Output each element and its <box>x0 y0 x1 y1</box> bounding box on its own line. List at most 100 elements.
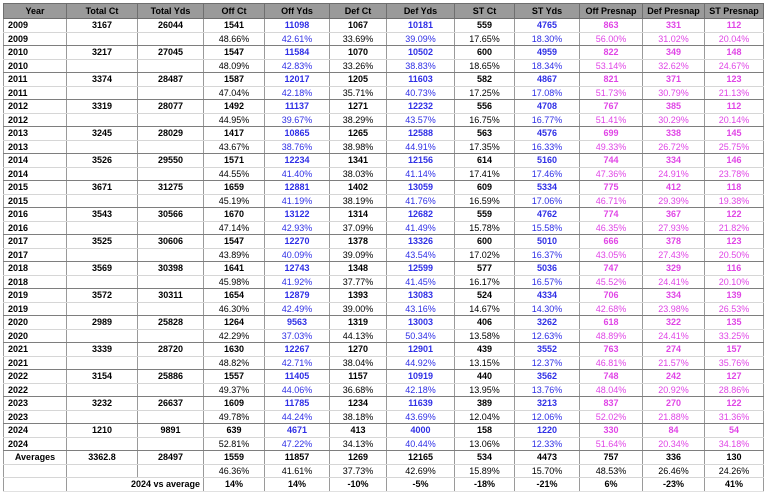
empty-cell[interactable] <box>137 437 204 451</box>
st-yds-cell[interactable]: 3262 <box>514 315 580 330</box>
total-ct-avg-cell[interactable]: 3362.8 <box>66 450 138 465</box>
st-yds-cell[interactable]: 4959 <box>514 45 580 60</box>
total-yds-cell[interactable]: 26044 <box>137 18 204 33</box>
column-header[interactable]: ST Ct <box>454 3 515 19</box>
def-yds-cell[interactable]: 11639 <box>386 396 455 411</box>
column-header[interactable]: Off Presnap <box>579 3 643 19</box>
empty-cell[interactable] <box>137 302 204 316</box>
p-off-ct-cell[interactable]: 42.29% <box>203 329 265 343</box>
off-ct-cell[interactable]: 1609 <box>203 396 265 411</box>
column-header[interactable]: Total Yds <box>137 3 204 19</box>
p-st-yds-cell[interactable]: 16.57% <box>514 275 580 289</box>
p-st-yds-cell[interactable]: 17.06% <box>514 194 580 208</box>
st-presnap-cell[interactable]: 118 <box>704 180 764 195</box>
empty-cell[interactable] <box>66 221 138 235</box>
p-st-yds-cell[interactable]: 15.58% <box>514 221 580 235</box>
p-off-ct-avg-cell[interactable]: 46.36% <box>203 464 265 478</box>
empty-cell[interactable] <box>137 59 204 73</box>
off-yds-cell[interactable]: 12267 <box>264 342 330 357</box>
st-yds-cell[interactable]: 5036 <box>514 261 580 276</box>
off-presnap-cell[interactable]: 748 <box>579 369 643 384</box>
p-off-presnap-avg-cell[interactable]: 48.53% <box>579 464 643 478</box>
off-ct-cell[interactable]: 1557 <box>203 369 265 384</box>
empty-cell[interactable] <box>137 86 204 100</box>
st-ct-avg-cell[interactable]: 534 <box>454 450 515 465</box>
p-st-ct-cell[interactable]: 16.17% <box>454 275 515 289</box>
p-st-ct-cell[interactable]: 13.06% <box>454 437 515 451</box>
off-presnap-cell[interactable]: 763 <box>579 342 643 357</box>
column-header[interactable]: Def Ct <box>329 3 387 19</box>
st-ct-cell[interactable]: 439 <box>454 342 515 357</box>
empty-cell[interactable] <box>137 113 204 127</box>
def-yds-cell[interactable]: 12156 <box>386 153 455 168</box>
p-def-ct-cell[interactable]: 37.77% <box>329 275 387 289</box>
total-yds-cell[interactable]: 27045 <box>137 45 204 60</box>
def-yds-cell[interactable]: 12232 <box>386 99 455 114</box>
def-yds-cell[interactable]: 11603 <box>386 72 455 87</box>
p-def-yds-cell[interactable]: 41.14% <box>386 167 455 181</box>
empty-cell[interactable] <box>137 221 204 235</box>
st-presnap-cell[interactable]: 116 <box>704 261 764 276</box>
p-st-presnap-cell[interactable]: 33.25% <box>704 329 764 343</box>
column-header[interactable]: Year <box>3 3 67 19</box>
p-off-yds-cell[interactable]: 44.24% <box>264 410 330 424</box>
p-def-presnap-cell[interactable]: 30.29% <box>642 113 705 127</box>
p-def-ct-cell[interactable]: 38.19% <box>329 194 387 208</box>
st-presnap-cell[interactable]: 145 <box>704 126 764 141</box>
p-def-ct-cell[interactable]: 33.26% <box>329 59 387 73</box>
st-ct-cell[interactable]: 524 <box>454 288 515 303</box>
p-st-presnap-cell[interactable]: 31.36% <box>704 410 764 424</box>
off-presnap-cell[interactable]: 775 <box>579 180 643 195</box>
p-st-ct-cell[interactable]: 15.78% <box>454 221 515 235</box>
off-ct-cell[interactable]: 639 <box>203 423 265 438</box>
st-ct-cell[interactable]: 406 <box>454 315 515 330</box>
year-cell[interactable]: 2019 <box>3 288 67 303</box>
off-yds-cell[interactable]: 12879 <box>264 288 330 303</box>
year-cell[interactable]: 2017 <box>3 248 67 262</box>
total-yds-cell[interactable]: 30398 <box>137 261 204 276</box>
total-ct-cell[interactable]: 3671 <box>66 180 138 195</box>
p-def-presnap-cell[interactable]: 27.93% <box>642 221 705 235</box>
off-yds-avg-cell[interactable]: 11857 <box>264 450 330 465</box>
off-yds-cell[interactable]: 11405 <box>264 369 330 384</box>
st-presnap-cell[interactable]: 148 <box>704 45 764 60</box>
empty-cell[interactable] <box>66 248 138 262</box>
averages-label[interactable]: Averages <box>3 450 67 465</box>
p-def-presnap-cell[interactable]: 20.34% <box>642 437 705 451</box>
p-off-ct-cell[interactable]: 44.95% <box>203 113 265 127</box>
off-yds-cell[interactable]: 11137 <box>264 99 330 114</box>
year-cell[interactable]: 2012 <box>3 113 67 127</box>
p-def-yds-cell[interactable]: 50.34% <box>386 329 455 343</box>
total-ct-cell[interactable]: 1210 <box>66 423 138 438</box>
total-yds-avg-cell[interactable]: 28497 <box>137 450 204 465</box>
p-def-ct-cell[interactable]: 44.13% <box>329 329 387 343</box>
off-presnap-cell[interactable]: 774 <box>579 207 643 222</box>
st-yds-cell[interactable]: 3552 <box>514 342 580 357</box>
column-header[interactable]: Def Presnap <box>642 3 705 19</box>
total-ct-cell[interactable]: 3217 <box>66 45 138 60</box>
p-def-yds-cell[interactable]: 41.45% <box>386 275 455 289</box>
off-ct-cell[interactable]: 1630 <box>203 342 265 357</box>
p-def-yds-cell[interactable]: 43.16% <box>386 302 455 316</box>
off-presnap-cell[interactable]: 330 <box>579 423 643 438</box>
p-st-ct-cell[interactable]: 16.75% <box>454 113 515 127</box>
p-def-presnap-cell[interactable]: 20.92% <box>642 383 705 397</box>
p-def-presnap-cell[interactable]: 27.43% <box>642 248 705 262</box>
off-ct-cell[interactable]: 1492 <box>203 99 265 114</box>
p-st-ct-cell[interactable]: 13.15% <box>454 356 515 370</box>
def-ct-cell[interactable]: 1234 <box>329 396 387 411</box>
empty-cell[interactable] <box>66 194 138 208</box>
p-st-ct-cell[interactable]: 17.65% <box>454 32 515 46</box>
empty-cell[interactable] <box>66 275 138 289</box>
off-presnap-cell[interactable]: 821 <box>579 72 643 87</box>
year-cell[interactable]: 2009 <box>3 18 67 33</box>
empty-cell[interactable] <box>137 410 204 424</box>
off-ct-avg-cell[interactable]: 1559 <box>203 450 265 465</box>
p-st-yds-cell[interactable]: 17.46% <box>514 167 580 181</box>
empty-cell[interactable] <box>137 140 204 154</box>
total-yds-cell[interactable]: 25828 <box>137 315 204 330</box>
def-yds-cell[interactable]: 10502 <box>386 45 455 60</box>
def-presnap-cell[interactable]: 367 <box>642 207 705 222</box>
def-yds-cell[interactable]: 12901 <box>386 342 455 357</box>
year-cell[interactable]: 2024 <box>3 423 67 438</box>
